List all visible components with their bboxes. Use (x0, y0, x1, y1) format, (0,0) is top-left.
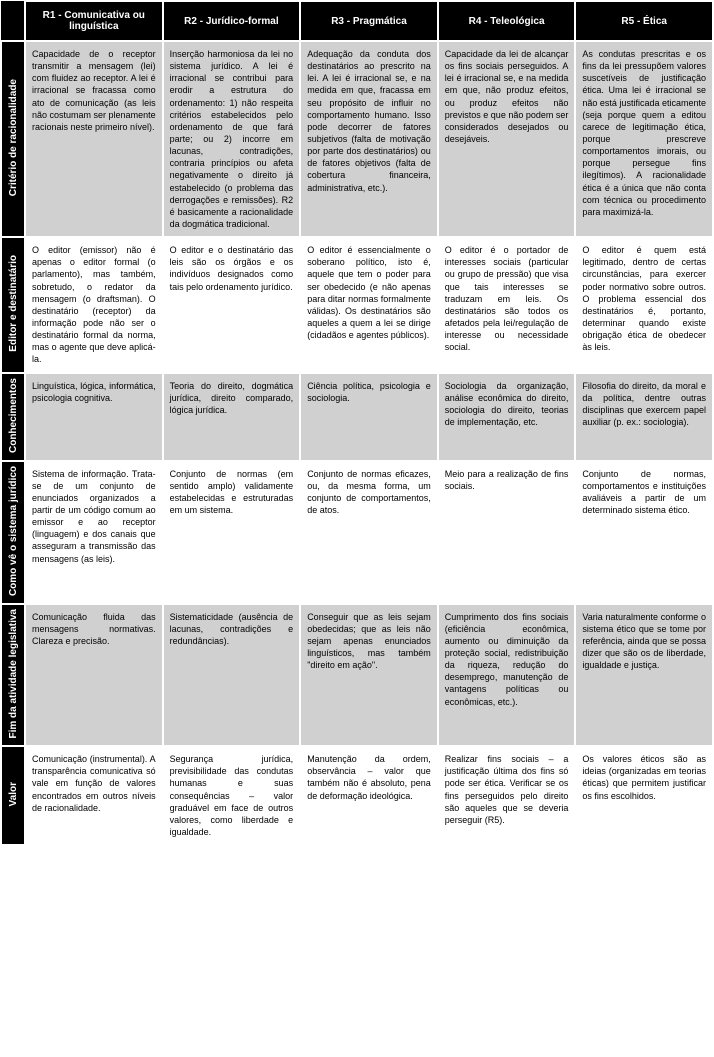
cell-fim-r5: Varia naturalmente conforme o sistema ét… (575, 604, 713, 747)
row-valor: Valor Comunicação (instrumental). A tran… (1, 746, 713, 845)
cell-editor-r2: O editor e o destinatário das leis são o… (163, 237, 301, 372)
cell-valor-r5: Os valores éticos são as ideias (organiz… (575, 746, 713, 845)
cell-valor-r3: Manutenção da ordem, observância – valor… (300, 746, 438, 845)
cell-fim-r4: Cumprimento dos fins sociais (eficiência… (438, 604, 576, 747)
rowlabel-fim: Fim da atividade legislativa (1, 604, 25, 747)
rationality-table: R1 - Comunicativa ou linguística R2 - Ju… (0, 0, 714, 846)
cell-criterio-r5: As condutas prescritas e os fins da lei … (575, 41, 713, 237)
cell-editor-r5: O editor é quem está legitimado, dentro … (575, 237, 713, 372)
cell-fim-r3: Conseguir que as leis sejam obedecidas; … (300, 604, 438, 747)
header-row: R1 - Comunicativa ou linguística R2 - Ju… (1, 1, 713, 41)
col-r2: R2 - Jurídico-formal (163, 1, 301, 41)
cell-como-r4: Meio para a realização de fins sociais. (438, 461, 576, 604)
cell-como-r5: Conjunto de normas, comportamentos e ins… (575, 461, 713, 604)
row-criterio: Critério de racionalidade Capacidade de … (1, 41, 713, 237)
row-fim: Fim da atividade legislativa Comunicação… (1, 604, 713, 747)
cell-valor-r1: Comunicação (instrumental). A transparên… (25, 746, 163, 845)
cell-editor-r3: O editor é essencialmente o soberano pol… (300, 237, 438, 372)
cell-valor-r2: Segurança jurídica, previsibilidade das … (163, 746, 301, 845)
col-r3: R3 - Pragmática (300, 1, 438, 41)
cell-criterio-r3: Adequação da conduta dos destinatários a… (300, 41, 438, 237)
col-r1: R1 - Comunicativa ou linguística (25, 1, 163, 41)
cell-criterio-r2: Inserção harmoniosa da lei no sistema ju… (163, 41, 301, 237)
rowlabel-criterio: Critério de racionalidade (1, 41, 25, 237)
col-r5: R5 - Ética (575, 1, 713, 41)
row-conhec: Conhecimentos Linguística, lógica, infor… (1, 373, 713, 461)
corner-cell (1, 1, 25, 41)
cell-fim-r2: Sistematicidade (ausência de lacunas, co… (163, 604, 301, 747)
row-como: Como vê o sistema jurídico Sistema de in… (1, 461, 713, 604)
cell-criterio-r1: Capacidade de o receptor transmitir a me… (25, 41, 163, 237)
cell-conhec-r5: Filosofia do direito, da moral e da polí… (575, 373, 713, 461)
row-editor: Editor e destinatário O editor (emissor)… (1, 237, 713, 372)
cell-editor-r1: O editor (emissor) não é apenas o editor… (25, 237, 163, 372)
cell-como-r2: Conjunto de normas (em sentido amplo) va… (163, 461, 301, 604)
rowlabel-como: Como vê o sistema jurídico (1, 461, 25, 604)
cell-conhec-r2: Teoria do direito, dogmática jurídica, d… (163, 373, 301, 461)
cell-conhec-r3: Ciência política, psicologia e sociologi… (300, 373, 438, 461)
cell-valor-r4: Realizar fins sociais – a justificação ú… (438, 746, 576, 845)
cell-fim-r1: Comunicação fluida das mensagens normati… (25, 604, 163, 747)
cell-editor-r4: O editor é o portador de interesses soci… (438, 237, 576, 372)
rowlabel-editor: Editor e destinatário (1, 237, 25, 372)
cell-conhec-r4: Sociologia da organização, análise econô… (438, 373, 576, 461)
cell-como-r3: Conjunto de normas eficazes, ou, da mesm… (300, 461, 438, 604)
rowlabel-conhec: Conhecimentos (1, 373, 25, 461)
cell-criterio-r4: Capacidade da lei de alcançar os fins so… (438, 41, 576, 237)
cell-como-r1: Sistema de informação. Trata-se de um co… (25, 461, 163, 604)
rowlabel-valor: Valor (1, 746, 25, 845)
col-r4: R4 - Teleológica (438, 1, 576, 41)
cell-conhec-r1: Linguística, lógica, informática, psicol… (25, 373, 163, 461)
